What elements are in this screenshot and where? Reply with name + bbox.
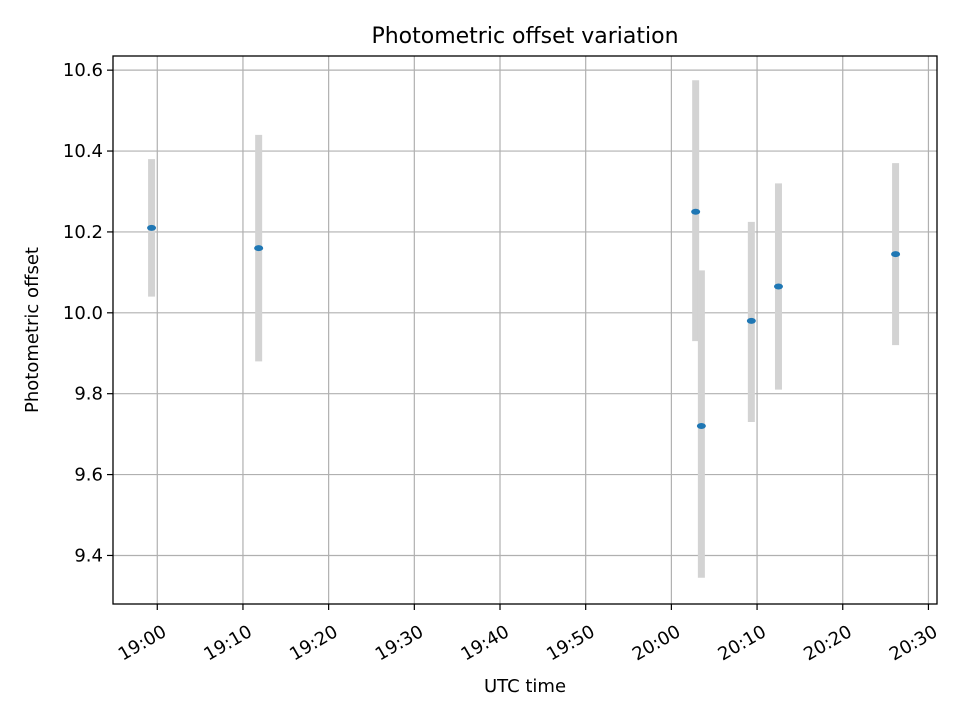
data-point	[147, 224, 157, 231]
data-point	[696, 423, 706, 430]
y-tick-label: 10.4	[63, 141, 103, 162]
data-point	[691, 208, 701, 215]
grid	[113, 56, 937, 604]
data-point	[773, 283, 783, 290]
data-point	[746, 317, 756, 324]
plot-frame	[112, 55, 938, 605]
y-tick-label: 10.0	[63, 303, 103, 324]
y-tick-label: 9.8	[74, 384, 103, 405]
data-points	[147, 208, 901, 430]
y-axis-ticks: 9.4 9.6 9.8 10.0 10.2 10.4 10.6	[63, 60, 113, 566]
data-point	[891, 251, 901, 258]
y-tick-label: 9.4	[74, 545, 103, 566]
y-axis-label: Photometric offset	[22, 247, 43, 413]
y-tick-label: 9.6	[74, 465, 103, 486]
x-axis-label: UTC time	[484, 676, 566, 697]
data-point	[254, 245, 264, 252]
y-tick-label: 10.2	[63, 222, 103, 243]
chart-title: Photometric offset variation	[371, 24, 678, 49]
y-tick-label: 10.6	[63, 60, 103, 81]
